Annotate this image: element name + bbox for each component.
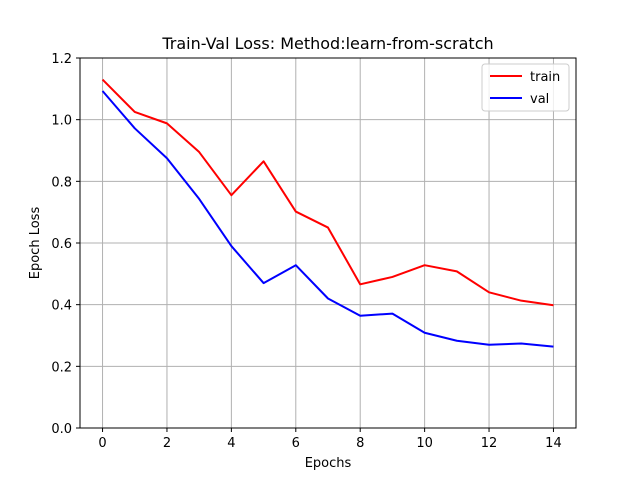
y-tick-label: 0.0 [51,422,72,437]
x-tick-label: 12 [481,436,498,451]
x-tick-label: 14 [545,436,562,451]
chart-title: Train-Val Loss: Method:learn-from-scratc… [161,34,493,53]
x-tick-label: 4 [227,436,235,451]
legend-label-val: val [530,92,549,107]
series-line-val [101,90,554,348]
x-tick-label: 0 [98,436,106,451]
x-tick-label: 6 [292,436,300,451]
series-lines [101,78,554,348]
x-tick-label: 2 [163,436,171,451]
y-tick-label: 0.6 [51,237,72,252]
y-tick-label: 0.2 [51,360,72,375]
y-axis-ticks: 0.0 0.2 0.4 0.6 0.8 1.0 1.2 [51,52,80,437]
y-tick-label: 0.8 [51,175,72,190]
legend: train val [481,63,570,112]
series-line-train [101,78,554,307]
y-tick-label: 1.0 [51,114,72,129]
x-axis-label: Epochs [305,456,352,471]
x-tick-label: 8 [356,436,364,451]
x-axis-ticks: 0 2 4 6 8 10 12 14 [98,428,562,451]
y-tick-label: 1.2 [51,52,72,67]
legend-label-train: train [530,70,560,85]
y-axis-label: Epoch Loss [28,207,43,280]
x-tick-label: 10 [416,436,433,451]
y-tick-label: 0.4 [51,299,72,314]
